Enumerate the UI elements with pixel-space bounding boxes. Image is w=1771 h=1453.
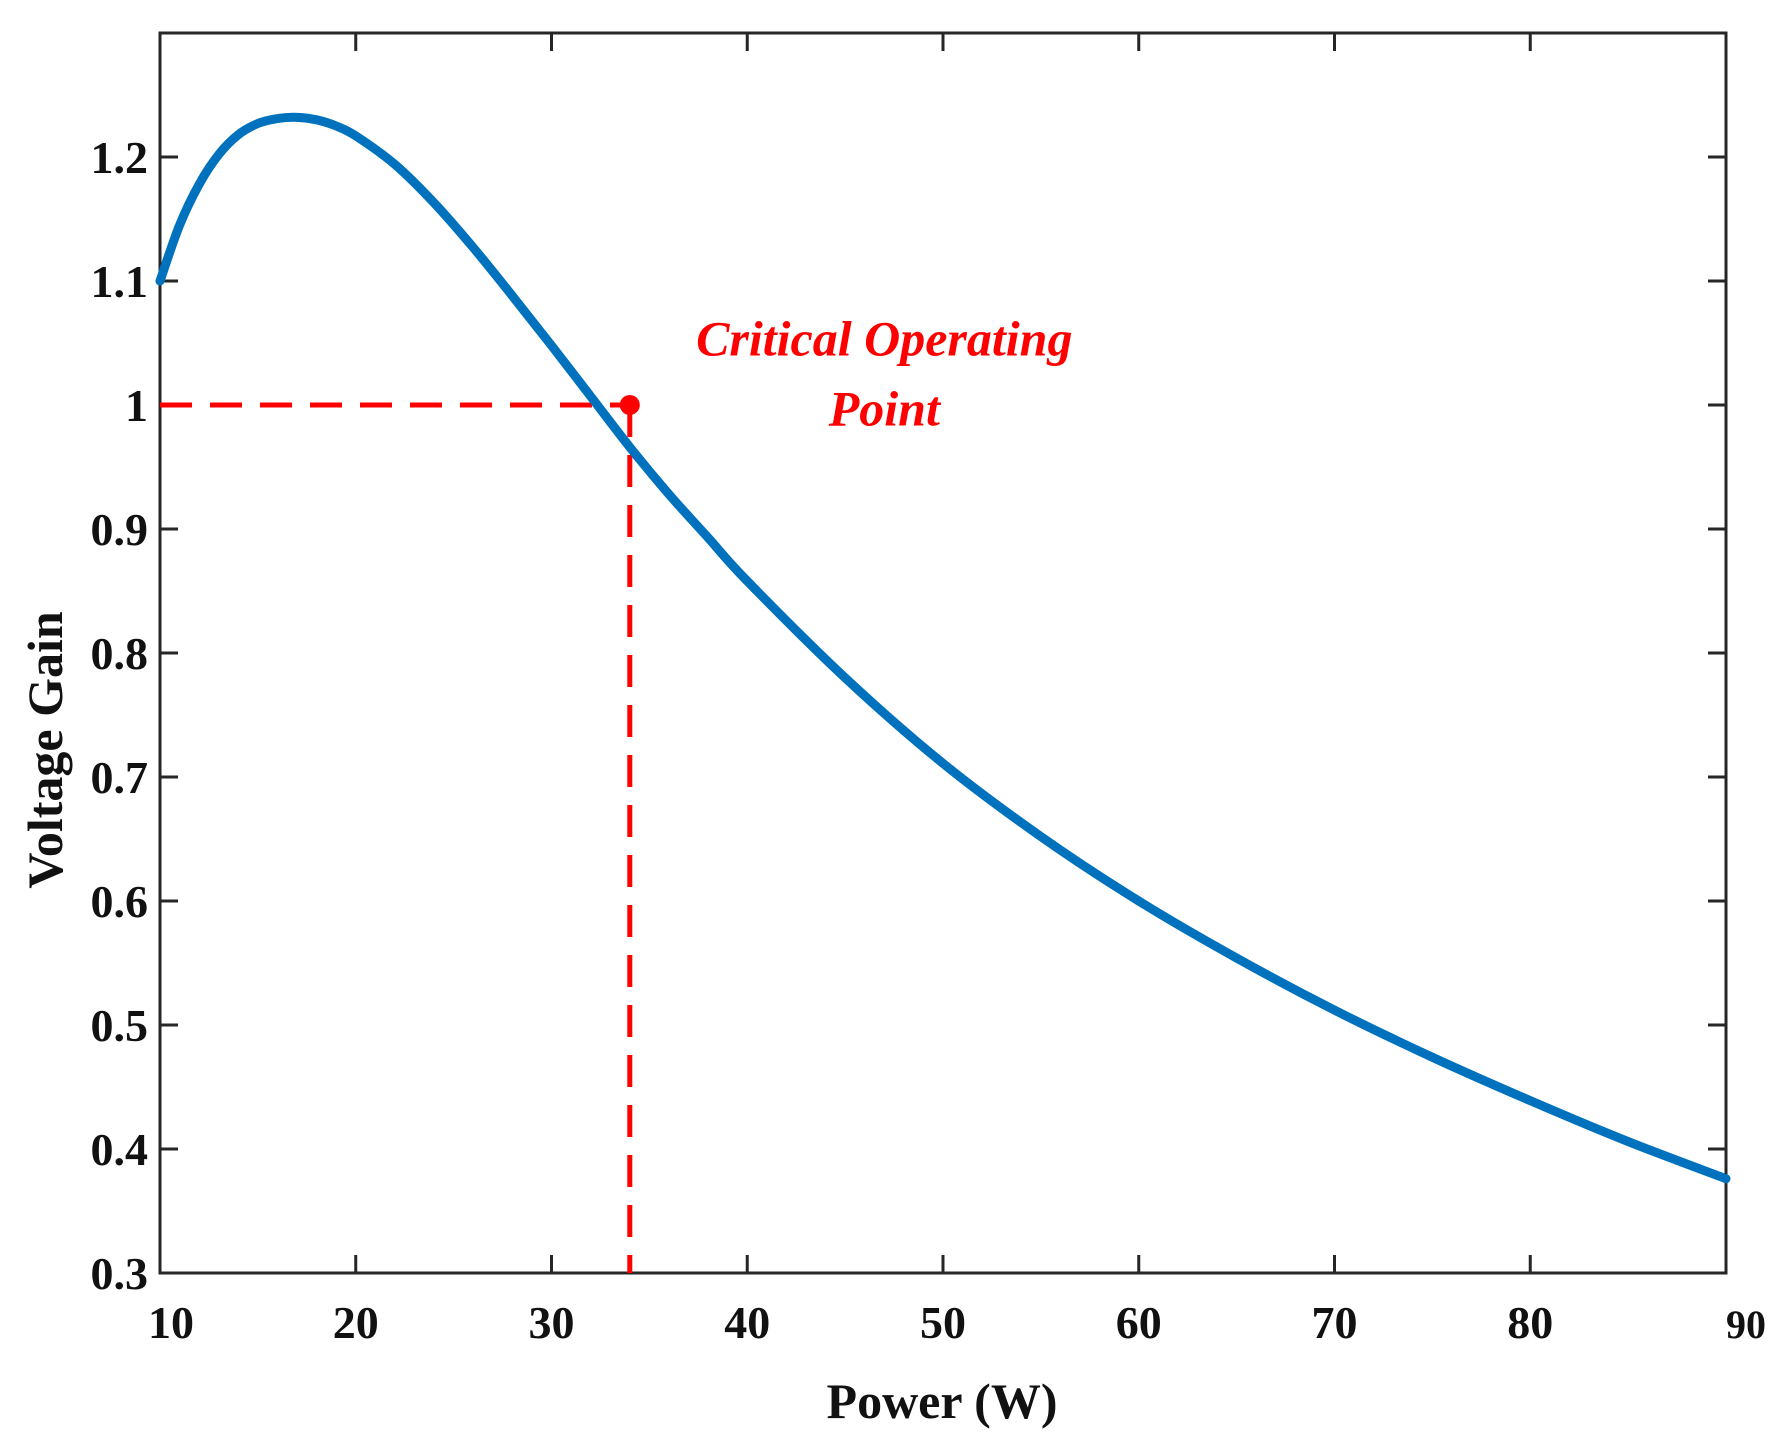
axis-ticks [158,33,1728,1275]
y-tick-label: 0.4 [91,1124,149,1175]
y-tick-label: 1.1 [91,256,149,307]
y-axis-title: Voltage Gain [17,611,73,889]
x-axis-title: Power (W) [827,1373,1058,1429]
x-tick-label: 70 [1312,1297,1358,1348]
x-tick-label: 10 [148,1297,194,1348]
x-tick-label: 40 [724,1297,770,1348]
critical-point-annotation: Critical Operating [696,310,1072,366]
critical-point-marker [619,395,640,415]
x-tick-label: 50 [920,1297,966,1348]
x-tick-label: 60 [1116,1297,1162,1348]
tick-labels: 10 20 30 40 50 60 70 80 90 0.3 0.4 0.5 0.6 0.7 0.8 0.9 1… [91,132,1767,1348]
y-tick-label: 0.8 [91,628,149,679]
marker-group [619,395,640,415]
critical-point-annotation: Point [828,380,942,436]
y-tick-label: 1 [125,380,148,431]
reference-lines [160,402,633,1273]
y-tick-label: 0.6 [91,876,149,927]
x-tick-label: 90 [1726,1302,1766,1347]
series-group [155,112,1731,1184]
x-tick-label: 30 [529,1297,575,1348]
annotation-group: Critical Operating Point [696,310,1072,436]
y-tick-label: 0.9 [91,504,149,555]
x-tick-label: 80 [1507,1297,1553,1348]
y-tick-label: 0.3 [91,1248,149,1299]
y-tick-label: 0.5 [91,1000,149,1051]
series-line-voltage-gain [155,112,1731,1184]
y-tick-label: 0.7 [91,752,149,803]
x-tick-label: 20 [333,1297,379,1348]
y-tick-label: 1.2 [91,132,149,183]
